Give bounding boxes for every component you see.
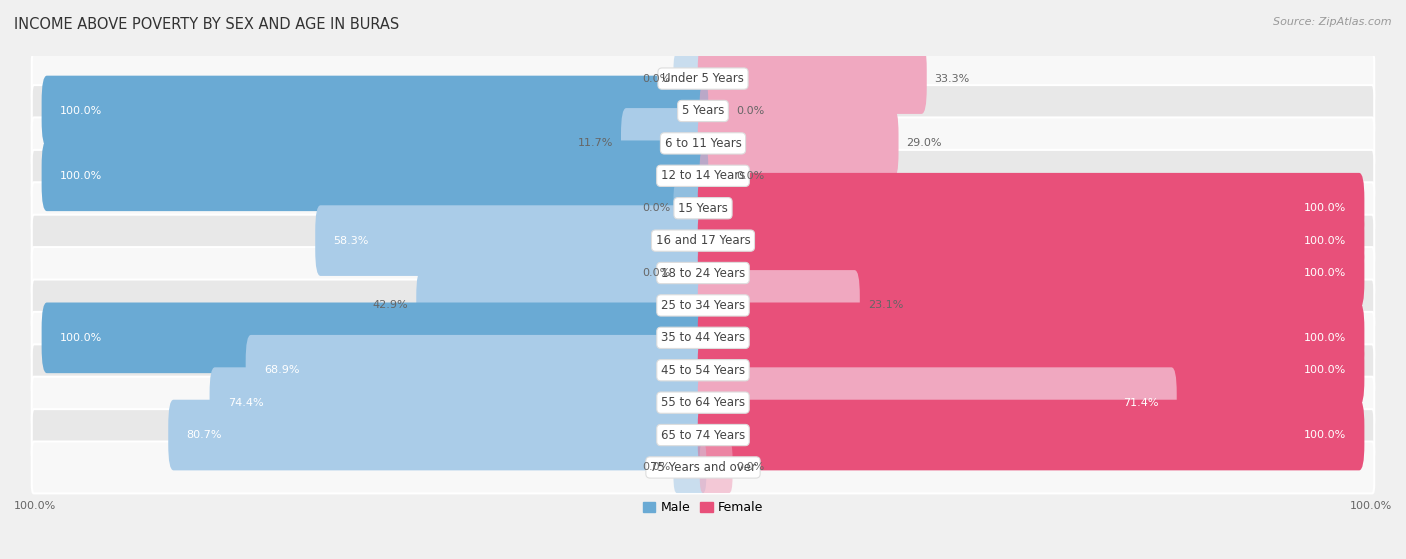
Text: 68.9%: 68.9% [264, 365, 299, 375]
FancyBboxPatch shape [32, 247, 1374, 299]
Text: 100.0%: 100.0% [60, 171, 103, 181]
Text: 0.0%: 0.0% [643, 268, 671, 278]
Text: 11.7%: 11.7% [578, 139, 613, 148]
Text: 100.0%: 100.0% [1303, 268, 1346, 278]
FancyBboxPatch shape [700, 150, 733, 201]
Text: 42.9%: 42.9% [373, 300, 408, 310]
Text: 0.0%: 0.0% [735, 462, 763, 472]
FancyBboxPatch shape [32, 150, 1374, 202]
Text: 6 to 11 Years: 6 to 11 Years [665, 137, 741, 150]
Text: 100.0%: 100.0% [60, 333, 103, 343]
FancyBboxPatch shape [246, 335, 709, 406]
Text: 29.0%: 29.0% [907, 139, 942, 148]
FancyBboxPatch shape [673, 53, 706, 104]
FancyBboxPatch shape [32, 117, 1374, 169]
Text: 0.0%: 0.0% [643, 74, 671, 84]
FancyBboxPatch shape [697, 367, 1177, 438]
Text: 5 Years: 5 Years [682, 105, 724, 117]
Text: 0.0%: 0.0% [643, 462, 671, 472]
FancyBboxPatch shape [700, 86, 733, 136]
Text: 100.0%: 100.0% [1350, 501, 1392, 511]
Text: 33.3%: 33.3% [935, 74, 970, 84]
Text: 100.0%: 100.0% [1303, 333, 1346, 343]
FancyBboxPatch shape [697, 108, 898, 179]
Text: 100.0%: 100.0% [1303, 430, 1346, 440]
FancyBboxPatch shape [673, 442, 706, 493]
FancyBboxPatch shape [32, 85, 1374, 137]
Text: 100.0%: 100.0% [1303, 235, 1346, 245]
FancyBboxPatch shape [697, 335, 1364, 406]
Text: 100.0%: 100.0% [1303, 365, 1346, 375]
FancyBboxPatch shape [697, 302, 1364, 373]
Text: 65 to 74 Years: 65 to 74 Years [661, 429, 745, 442]
FancyBboxPatch shape [32, 53, 1374, 105]
FancyBboxPatch shape [621, 108, 709, 179]
FancyBboxPatch shape [697, 400, 1364, 470]
FancyBboxPatch shape [32, 377, 1374, 429]
Text: 23.1%: 23.1% [868, 300, 903, 310]
FancyBboxPatch shape [673, 183, 706, 234]
FancyBboxPatch shape [697, 173, 1364, 244]
FancyBboxPatch shape [32, 182, 1374, 234]
FancyBboxPatch shape [416, 270, 709, 341]
Text: Under 5 Years: Under 5 Years [662, 72, 744, 85]
Text: 0.0%: 0.0% [643, 203, 671, 213]
FancyBboxPatch shape [32, 215, 1374, 267]
FancyBboxPatch shape [673, 248, 706, 299]
FancyBboxPatch shape [32, 409, 1374, 461]
FancyBboxPatch shape [32, 280, 1374, 331]
Text: 75 Years and over: 75 Years and over [650, 461, 756, 474]
Text: 15 Years: 15 Years [678, 202, 728, 215]
Legend: Male, Female: Male, Female [638, 496, 768, 519]
Text: 100.0%: 100.0% [1303, 203, 1346, 213]
FancyBboxPatch shape [42, 75, 709, 146]
Text: 58.3%: 58.3% [333, 235, 368, 245]
FancyBboxPatch shape [42, 140, 709, 211]
Text: 45 to 54 Years: 45 to 54 Years [661, 364, 745, 377]
Text: INCOME ABOVE POVERTY BY SEX AND AGE IN BURAS: INCOME ABOVE POVERTY BY SEX AND AGE IN B… [14, 17, 399, 32]
Text: 18 to 24 Years: 18 to 24 Years [661, 267, 745, 280]
FancyBboxPatch shape [697, 270, 860, 341]
Text: 71.4%: 71.4% [1123, 397, 1159, 408]
FancyBboxPatch shape [42, 302, 709, 373]
Text: 0.0%: 0.0% [735, 106, 763, 116]
Text: 25 to 34 Years: 25 to 34 Years [661, 299, 745, 312]
FancyBboxPatch shape [697, 43, 927, 114]
Text: Source: ZipAtlas.com: Source: ZipAtlas.com [1274, 17, 1392, 27]
Text: 55 to 64 Years: 55 to 64 Years [661, 396, 745, 409]
FancyBboxPatch shape [697, 205, 1364, 276]
Text: 12 to 14 Years: 12 to 14 Years [661, 169, 745, 182]
FancyBboxPatch shape [209, 367, 709, 438]
FancyBboxPatch shape [32, 442, 1374, 494]
FancyBboxPatch shape [697, 238, 1364, 309]
Text: 0.0%: 0.0% [735, 171, 763, 181]
Text: 16 and 17 Years: 16 and 17 Years [655, 234, 751, 247]
Text: 74.4%: 74.4% [228, 397, 263, 408]
FancyBboxPatch shape [32, 344, 1374, 396]
Text: 100.0%: 100.0% [60, 106, 103, 116]
Text: 80.7%: 80.7% [187, 430, 222, 440]
Text: 35 to 44 Years: 35 to 44 Years [661, 331, 745, 344]
Text: 100.0%: 100.0% [14, 501, 56, 511]
FancyBboxPatch shape [700, 442, 733, 493]
FancyBboxPatch shape [32, 312, 1374, 364]
FancyBboxPatch shape [315, 205, 709, 276]
FancyBboxPatch shape [169, 400, 709, 470]
